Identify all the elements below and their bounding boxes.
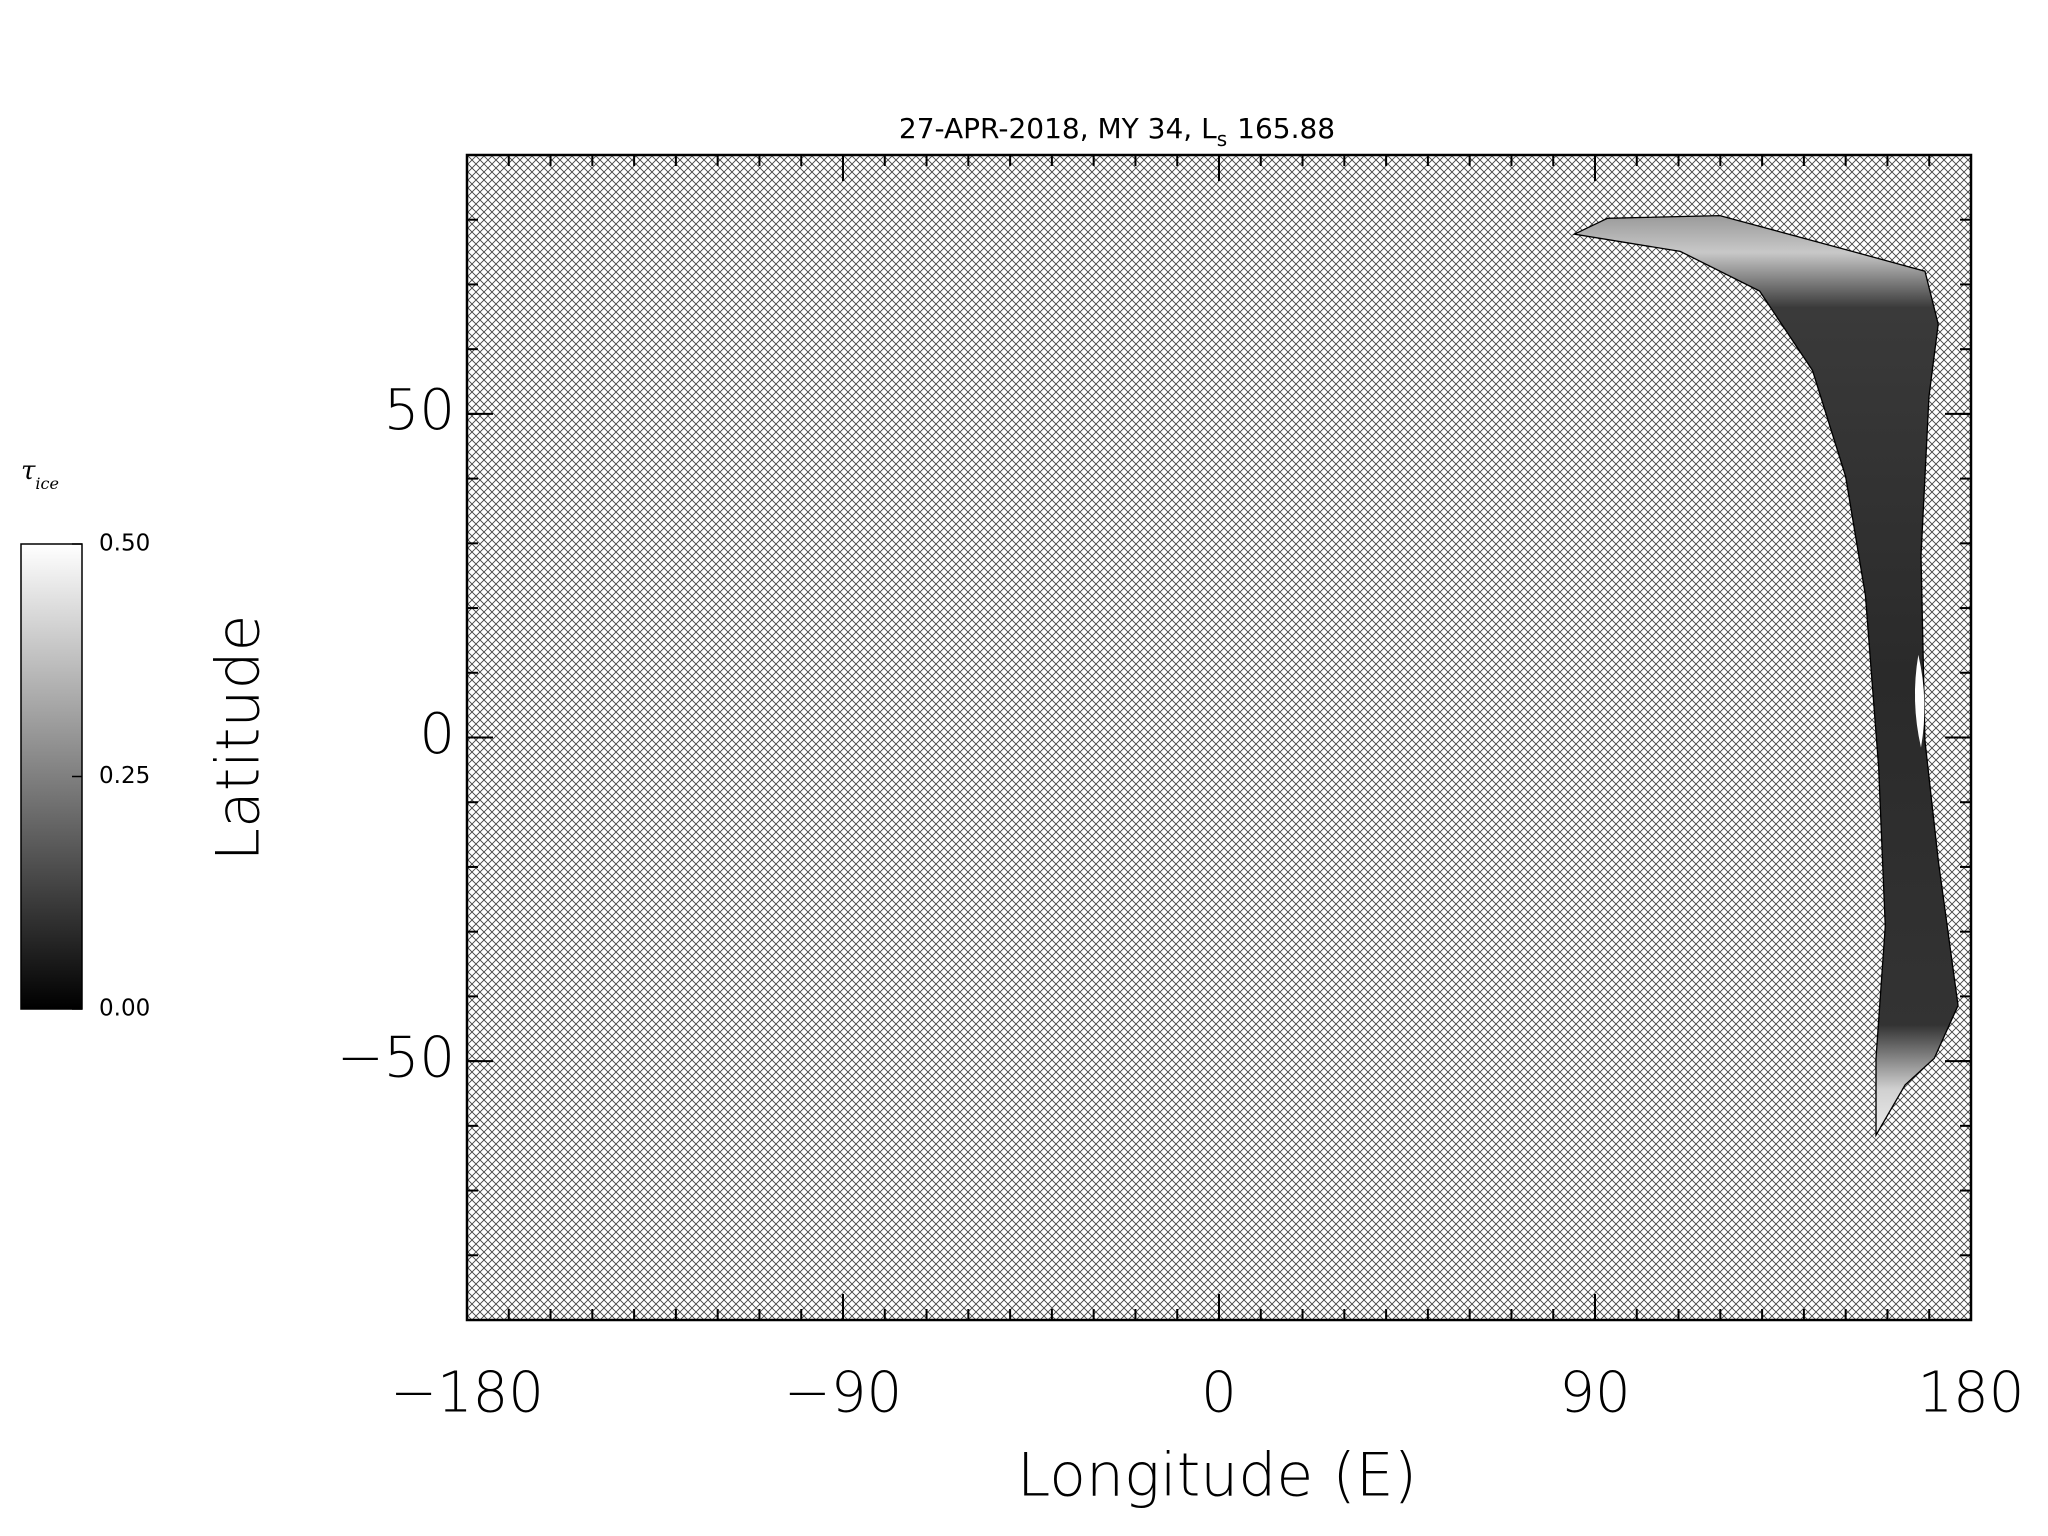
x-axis-title: Longitude (E) [1017, 1441, 1417, 1511]
x-tick-label: 90 [1559, 1360, 1630, 1425]
x-tick-label: 0 [1201, 1360, 1237, 1425]
y-axis-title: Latitude [204, 615, 274, 862]
y-tick-label: 0 [419, 702, 455, 767]
colorbar-tick-label: 0.50 [99, 531, 150, 557]
swath [1572, 214, 1959, 1138]
x-tick-label: −180 [390, 1360, 544, 1425]
x-tick-label: 180 [1918, 1360, 2025, 1425]
x-tick-label: −90 [784, 1360, 902, 1425]
y-tick-label: −50 [337, 1025, 455, 1090]
colorbar-tick-label: 0.00 [99, 996, 150, 1022]
y-tick-label: 50 [384, 378, 455, 443]
colorbar-tick-label: 0.25 [99, 763, 150, 789]
colorbar-label: τice [21, 456, 59, 493]
no-data-hatch [467, 155, 1971, 1320]
chart-title: 27-APR-2018, MY 34, Ls 165.88 [899, 112, 1335, 151]
colorbar [20, 543, 83, 1010]
